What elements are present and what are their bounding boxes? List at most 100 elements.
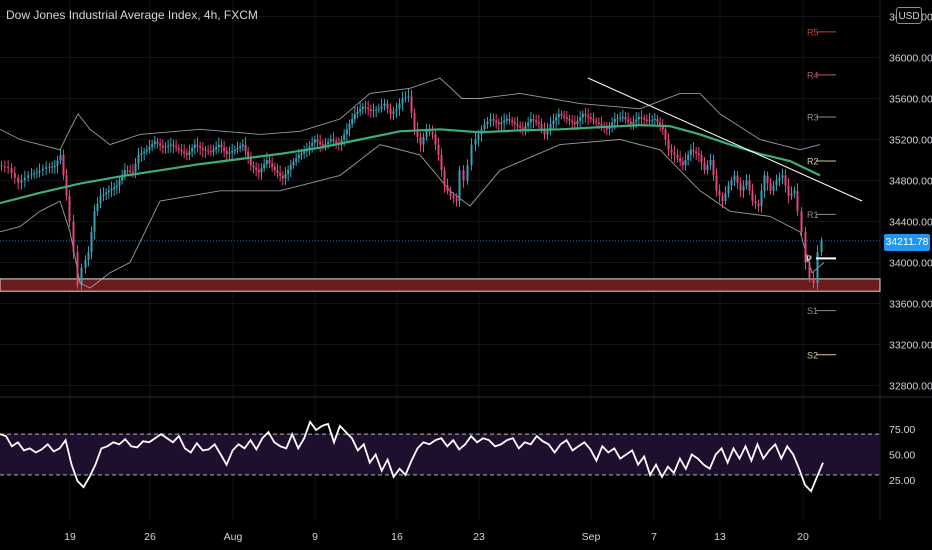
candle-body [552,120,555,125]
candle-body [793,190,796,194]
candle-body [715,175,718,191]
candle-body [784,175,787,186]
currency-button[interactable]: USD [896,7,922,24]
chart-title: Dow Jones Industrial Average Index, 4h, … [6,8,258,22]
candle-body [207,150,210,152]
candle-body [169,144,172,146]
candle-body [332,139,335,142]
candle-body [217,144,220,148]
candle-body [466,165,469,181]
candle-body [140,153,143,155]
candle-body [271,163,274,167]
time-axis-label: Sep [582,531,601,543]
candle-body [629,121,632,125]
candle-body [84,259,87,268]
candle-body [492,119,495,121]
candle-body [727,185,730,194]
candle-body [579,117,582,121]
candle-body [676,154,679,159]
candle-body [452,195,455,199]
candle-body [164,146,167,148]
candle-body [529,119,532,123]
candle-body [105,192,108,195]
candle-body [684,160,687,166]
candle-body [637,116,640,120]
candle-body [398,103,401,109]
candle-body [13,172,16,178]
candle-body [121,175,124,181]
price-axis-label: 33600.00 [889,299,932,311]
candle-body [513,122,516,125]
candle-body [102,194,105,196]
candle-body [260,168,263,173]
candle-body [59,154,62,161]
candle-body [648,120,651,122]
candle-body [10,168,13,173]
candle-body [808,262,811,278]
time-axis-label: 13 [714,531,726,543]
candle-body [508,119,511,121]
candle-body [748,180,751,191]
time-axis-label: Aug [224,531,243,543]
candle-body [287,169,290,175]
candle-body [183,151,186,154]
candle-body [107,190,110,193]
price-axis-label: 35600.00 [889,94,932,106]
candle-body [605,127,608,130]
candle-body [816,252,819,283]
support-zone [0,278,881,292]
candle-body [389,108,392,114]
moving-average-line [0,124,821,205]
candle-body [209,151,212,153]
candle-body [268,160,271,164]
candle-body [220,144,223,148]
candle-body [563,115,566,118]
candle-body [0,165,3,167]
candle-body [546,129,549,135]
candle-body [497,122,500,125]
candle-body [446,185,449,191]
candle-body [353,113,356,119]
candle-body [527,122,530,126]
candle-body [72,221,75,253]
candle-body [35,172,38,174]
candle-body [549,124,552,130]
candle-body [754,201,757,204]
bollinger-upper-band [0,77,821,151]
candle-body [766,175,769,184]
candle-body [600,124,603,126]
candle-body [721,195,724,201]
candle-body [361,106,364,110]
candle-body [440,154,443,171]
candle-body [616,118,619,120]
candle-body [228,152,231,154]
candle-body [30,174,33,176]
candle-body [718,190,721,196]
candle-body [667,139,670,150]
candle-body [265,160,268,165]
candle-body [443,170,446,186]
candle-body [757,203,760,207]
candle-body [257,169,260,173]
candle-body [319,141,322,145]
candle-body [356,111,359,114]
candle-body [255,167,258,170]
candle-body [215,147,218,150]
candle-body [673,152,676,155]
candle-body [247,151,250,159]
candle-body [276,170,279,173]
candle-body [223,147,226,151]
candle-body [724,193,727,201]
candle-body [241,144,244,147]
candle-body [292,161,295,166]
candle-body [627,119,630,122]
candle-body [367,108,370,110]
candle-body [143,151,146,154]
candle-body [145,149,148,152]
trendline [587,77,863,202]
candle-body [300,153,303,155]
candle-body [392,111,395,114]
candle-body [252,165,255,168]
candle-body [804,231,807,263]
